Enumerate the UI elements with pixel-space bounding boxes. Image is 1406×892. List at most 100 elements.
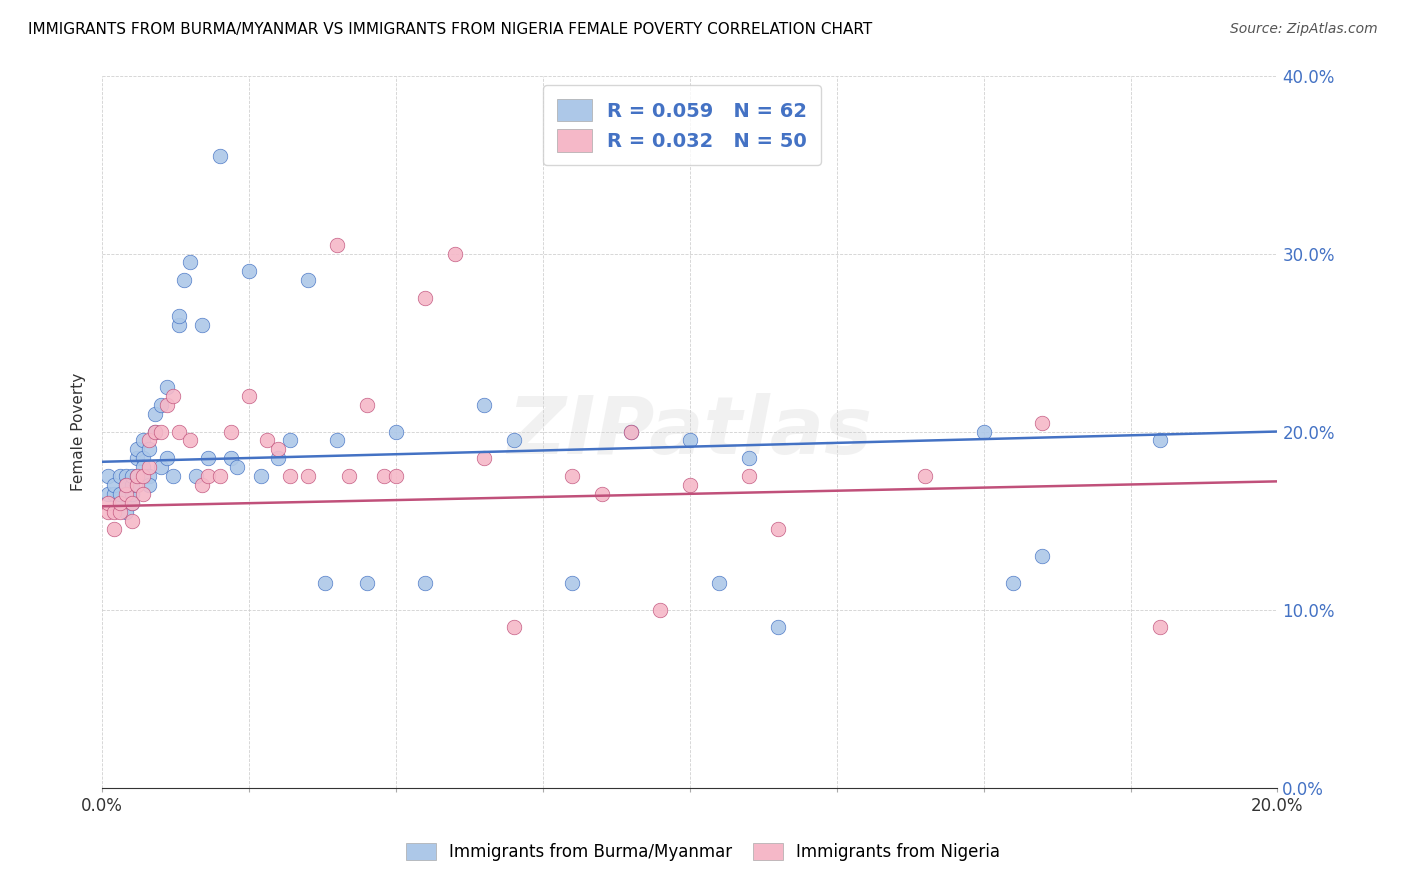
Point bbox=[138, 469, 160, 483]
Point bbox=[650, 602, 672, 616]
Point bbox=[114, 505, 136, 519]
Point bbox=[256, 434, 278, 448]
Point bbox=[315, 575, 337, 590]
Point bbox=[121, 478, 143, 492]
Point bbox=[114, 478, 136, 492]
Point bbox=[132, 469, 155, 483]
Point bbox=[267, 442, 290, 457]
Point bbox=[1031, 416, 1053, 430]
Point bbox=[709, 575, 731, 590]
Text: ZIPatlas: ZIPatlas bbox=[508, 392, 872, 470]
Legend: R = 0.059   N = 62, R = 0.032   N = 50: R = 0.059 N = 62, R = 0.032 N = 50 bbox=[543, 86, 821, 165]
Point bbox=[679, 478, 702, 492]
Point bbox=[114, 487, 136, 501]
Point bbox=[197, 451, 219, 466]
Point bbox=[766, 620, 789, 634]
Point bbox=[108, 487, 131, 501]
Point bbox=[162, 389, 184, 403]
Point bbox=[97, 496, 120, 510]
Point bbox=[250, 469, 273, 483]
Point bbox=[179, 434, 201, 448]
Point bbox=[679, 434, 702, 448]
Point bbox=[221, 451, 243, 466]
Point bbox=[1149, 434, 1171, 448]
Point bbox=[415, 575, 437, 590]
Point bbox=[149, 460, 172, 475]
Point bbox=[191, 478, 214, 492]
Point bbox=[132, 460, 155, 475]
Point bbox=[121, 496, 143, 510]
Point bbox=[373, 469, 395, 483]
Point bbox=[326, 237, 349, 252]
Point bbox=[591, 487, 613, 501]
Point bbox=[356, 398, 378, 412]
Text: Source: ZipAtlas.com: Source: ZipAtlas.com bbox=[1230, 22, 1378, 37]
Point bbox=[472, 451, 495, 466]
Point bbox=[103, 505, 125, 519]
Point bbox=[179, 255, 201, 269]
Point bbox=[121, 514, 143, 528]
Point bbox=[297, 273, 319, 287]
Point bbox=[620, 425, 643, 439]
Point bbox=[238, 389, 260, 403]
Point bbox=[143, 425, 166, 439]
Point bbox=[127, 469, 149, 483]
Point bbox=[127, 478, 149, 492]
Point bbox=[208, 469, 231, 483]
Point bbox=[973, 425, 995, 439]
Point bbox=[385, 425, 408, 439]
Point bbox=[114, 469, 136, 483]
Point bbox=[156, 398, 179, 412]
Point bbox=[197, 469, 219, 483]
Point bbox=[108, 496, 131, 510]
Point bbox=[297, 469, 319, 483]
Point bbox=[561, 469, 583, 483]
Point bbox=[561, 575, 583, 590]
Point bbox=[1031, 549, 1053, 563]
Point bbox=[121, 487, 143, 501]
Point bbox=[385, 469, 408, 483]
Point bbox=[103, 487, 125, 501]
Point bbox=[103, 523, 125, 537]
Point bbox=[138, 434, 160, 448]
Point bbox=[267, 451, 290, 466]
Point bbox=[278, 434, 301, 448]
Point bbox=[766, 523, 789, 537]
Point bbox=[132, 487, 155, 501]
Point bbox=[238, 264, 260, 278]
Legend: Immigrants from Burma/Myanmar, Immigrants from Nigeria: Immigrants from Burma/Myanmar, Immigrant… bbox=[399, 836, 1007, 868]
Point bbox=[221, 425, 243, 439]
Point bbox=[156, 380, 179, 394]
Point bbox=[114, 478, 136, 492]
Point bbox=[138, 460, 160, 475]
Point bbox=[472, 398, 495, 412]
Point bbox=[620, 425, 643, 439]
Point bbox=[162, 469, 184, 483]
Point bbox=[167, 309, 190, 323]
Point bbox=[143, 425, 166, 439]
Point bbox=[356, 575, 378, 590]
Point bbox=[97, 505, 120, 519]
Point bbox=[173, 273, 195, 287]
Point bbox=[108, 469, 131, 483]
Y-axis label: Female Poverty: Female Poverty bbox=[72, 372, 86, 491]
Point bbox=[156, 451, 179, 466]
Point bbox=[149, 398, 172, 412]
Point bbox=[127, 469, 149, 483]
Point bbox=[138, 442, 160, 457]
Point bbox=[108, 505, 131, 519]
Point bbox=[103, 478, 125, 492]
Point bbox=[278, 469, 301, 483]
Point bbox=[737, 451, 759, 466]
Point bbox=[502, 620, 524, 634]
Point bbox=[143, 407, 166, 421]
Point bbox=[326, 434, 349, 448]
Point bbox=[97, 469, 120, 483]
Point bbox=[121, 469, 143, 483]
Point bbox=[127, 442, 149, 457]
Point bbox=[127, 451, 149, 466]
Point bbox=[226, 460, 249, 475]
Point bbox=[415, 291, 437, 305]
Point bbox=[132, 434, 155, 448]
Point bbox=[97, 487, 120, 501]
